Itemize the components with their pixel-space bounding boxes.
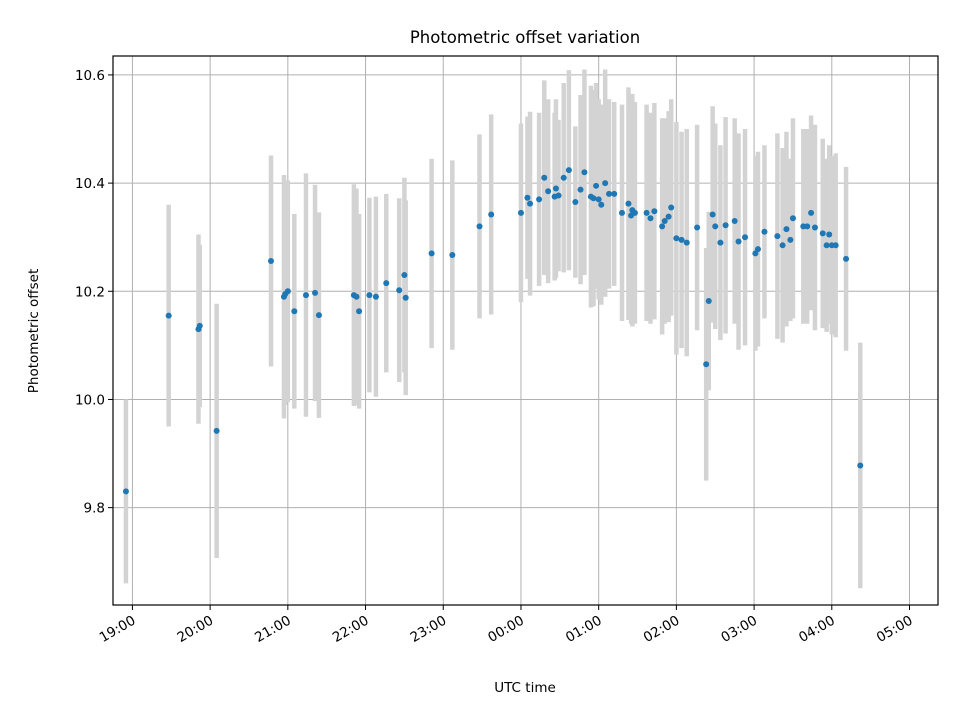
data-point (783, 226, 790, 233)
data-point (643, 209, 650, 216)
data-point (811, 224, 818, 231)
data-point (651, 208, 658, 215)
data-point (401, 272, 408, 279)
data-point (826, 231, 833, 238)
data-point (536, 196, 543, 203)
data-point (678, 236, 685, 243)
data-point (312, 289, 319, 296)
data-point (705, 298, 712, 305)
data-point (722, 222, 729, 229)
data-point (524, 194, 531, 201)
chart-title: Photometric offset variation (410, 28, 640, 47)
data-point (823, 242, 830, 249)
y-tick-label: 10.2 (75, 284, 105, 300)
data-point (731, 217, 738, 224)
data-point (683, 239, 690, 246)
data-point (602, 180, 609, 187)
y-tick-label: 10.0 (75, 392, 105, 408)
data-point (590, 195, 597, 202)
data-points (122, 167, 864, 495)
data-point (665, 213, 672, 220)
data-point (618, 209, 625, 216)
data-point (581, 169, 588, 176)
data-point (545, 188, 552, 195)
data-point (383, 280, 390, 287)
data-point (659, 223, 666, 230)
data-point (787, 236, 794, 243)
data-point (761, 228, 768, 235)
data-point (291, 308, 298, 315)
data-point (606, 190, 613, 197)
data-point (673, 235, 680, 242)
data-point (572, 199, 579, 206)
data-point (165, 312, 172, 319)
data-point (843, 255, 850, 262)
data-point (703, 361, 710, 368)
data-point (804, 223, 811, 230)
data-point (742, 234, 749, 241)
data-point (709, 211, 716, 218)
data-point (611, 190, 618, 197)
y-tick-label: 10.6 (75, 68, 105, 84)
data-point (595, 196, 602, 203)
data-point (122, 488, 129, 495)
data-point (593, 182, 600, 189)
y-tick-label: 9.8 (84, 501, 105, 517)
data-point (541, 174, 548, 181)
plot-area-frame (112, 55, 939, 606)
data-point (428, 250, 435, 257)
y-tick-label: 10.4 (75, 176, 105, 192)
data-point (396, 287, 403, 294)
data-point (625, 200, 632, 207)
data-point (819, 230, 826, 237)
data-point (735, 238, 742, 245)
y-axis-ticks: 9.8 10.0 10.2 10.4 10.6 (75, 68, 113, 517)
data-point (196, 322, 203, 329)
data-point (366, 292, 373, 299)
data-point (356, 308, 363, 315)
x-axis-label: UTC time (494, 680, 556, 696)
data-point (284, 288, 291, 295)
data-point (694, 224, 701, 231)
data-point (552, 185, 559, 192)
data-point (555, 192, 562, 199)
data-point (774, 233, 781, 240)
data-point (302, 292, 309, 299)
data-point (752, 250, 759, 257)
data-point (449, 252, 456, 259)
data-point (315, 312, 322, 319)
data-point (712, 223, 719, 230)
data-point (808, 209, 815, 216)
data-point (476, 223, 483, 230)
data-point (402, 294, 409, 301)
data-point (488, 211, 495, 218)
data-point (353, 293, 360, 300)
data-point (661, 217, 668, 224)
data-point (754, 246, 761, 253)
data-point (213, 427, 220, 434)
data-point (631, 209, 638, 216)
data-point (565, 167, 572, 174)
y-axis-label: Photometric offset (26, 269, 42, 393)
data-point (560, 174, 567, 181)
data-point (789, 215, 796, 222)
data-point (668, 204, 675, 211)
data-point (717, 239, 724, 246)
data-point (598, 201, 605, 208)
data-point (832, 242, 839, 249)
data-point (268, 257, 275, 264)
data-point (517, 209, 524, 216)
data-point (857, 462, 864, 469)
data-point (527, 200, 534, 207)
data-point (372, 293, 379, 300)
data-point (779, 242, 786, 249)
data-point (577, 186, 584, 193)
data-point (647, 215, 654, 222)
